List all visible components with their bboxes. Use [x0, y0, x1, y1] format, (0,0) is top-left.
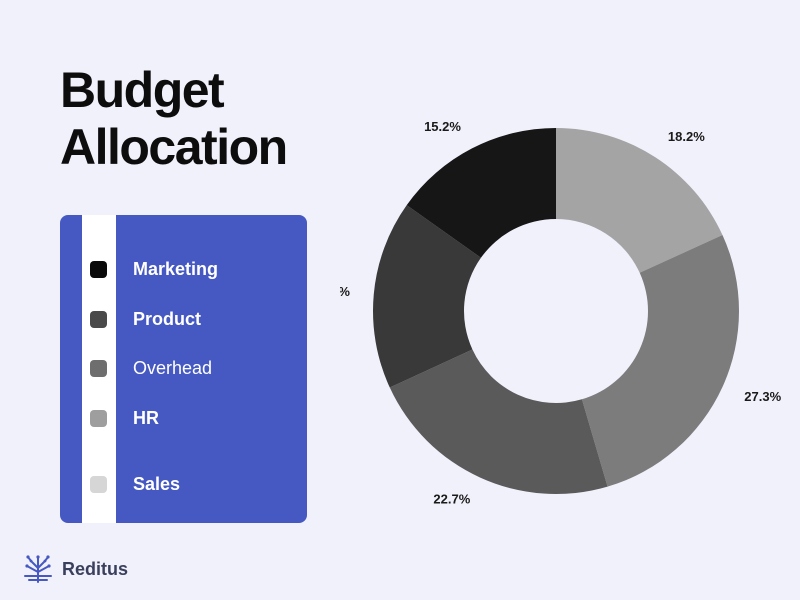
slice-label-1: 18.2%: [668, 129, 705, 144]
donut-slice-1: [556, 128, 723, 273]
legend-item-sales: Sales: [90, 472, 180, 496]
chart-title-line-1: Budget: [60, 62, 225, 118]
legend-swatch-product: [90, 310, 107, 328]
legend-swatch-sales: [90, 475, 107, 493]
donut-chart: 18.2% 27.3% 22.7% 16.7% 15.2%: [340, 119, 782, 506]
legend-item-product: Product: [90, 307, 201, 331]
legend-label-product: Product: [133, 309, 202, 329]
donut-slice-5: [406, 128, 556, 258]
legend-item-overhead: Overhead: [90, 356, 212, 380]
legend-swatch-hr: [90, 409, 107, 427]
legend-label-hr: HR: [133, 408, 159, 428]
legend-item-hr: HR: [90, 406, 159, 430]
legend-item-marketing: Marketing: [90, 257, 218, 281]
slice-label-4: 16.7%: [340, 284, 350, 299]
donut-slice-3: [389, 349, 608, 494]
slice-label-5: 15.2%: [424, 119, 461, 134]
tree-logo-icon: [24, 555, 52, 583]
legend-swatch-marketing: [90, 260, 107, 278]
donut-slice-2: [581, 234, 739, 487]
legend: Sales HR Overhead Product Marketing: [60, 215, 307, 523]
legend-swatch-overhead: [90, 359, 107, 377]
chart-title-line-2: Allocation: [60, 119, 288, 175]
legend-label-sales: Sales: [133, 474, 181, 494]
donut-slice-4: [373, 205, 481, 388]
brand-name: Reditus: [62, 558, 129, 579]
legend-label-marketing: Marketing: [133, 259, 219, 279]
legend-label-overhead: Overhead: [133, 358, 213, 378]
slice-label-3: 22.7%: [433, 491, 470, 506]
brand-logo: Reditus: [22, 554, 128, 584]
slice-label-2: 27.3%: [744, 389, 781, 404]
chart-title: Budget Allocation: [60, 62, 288, 176]
